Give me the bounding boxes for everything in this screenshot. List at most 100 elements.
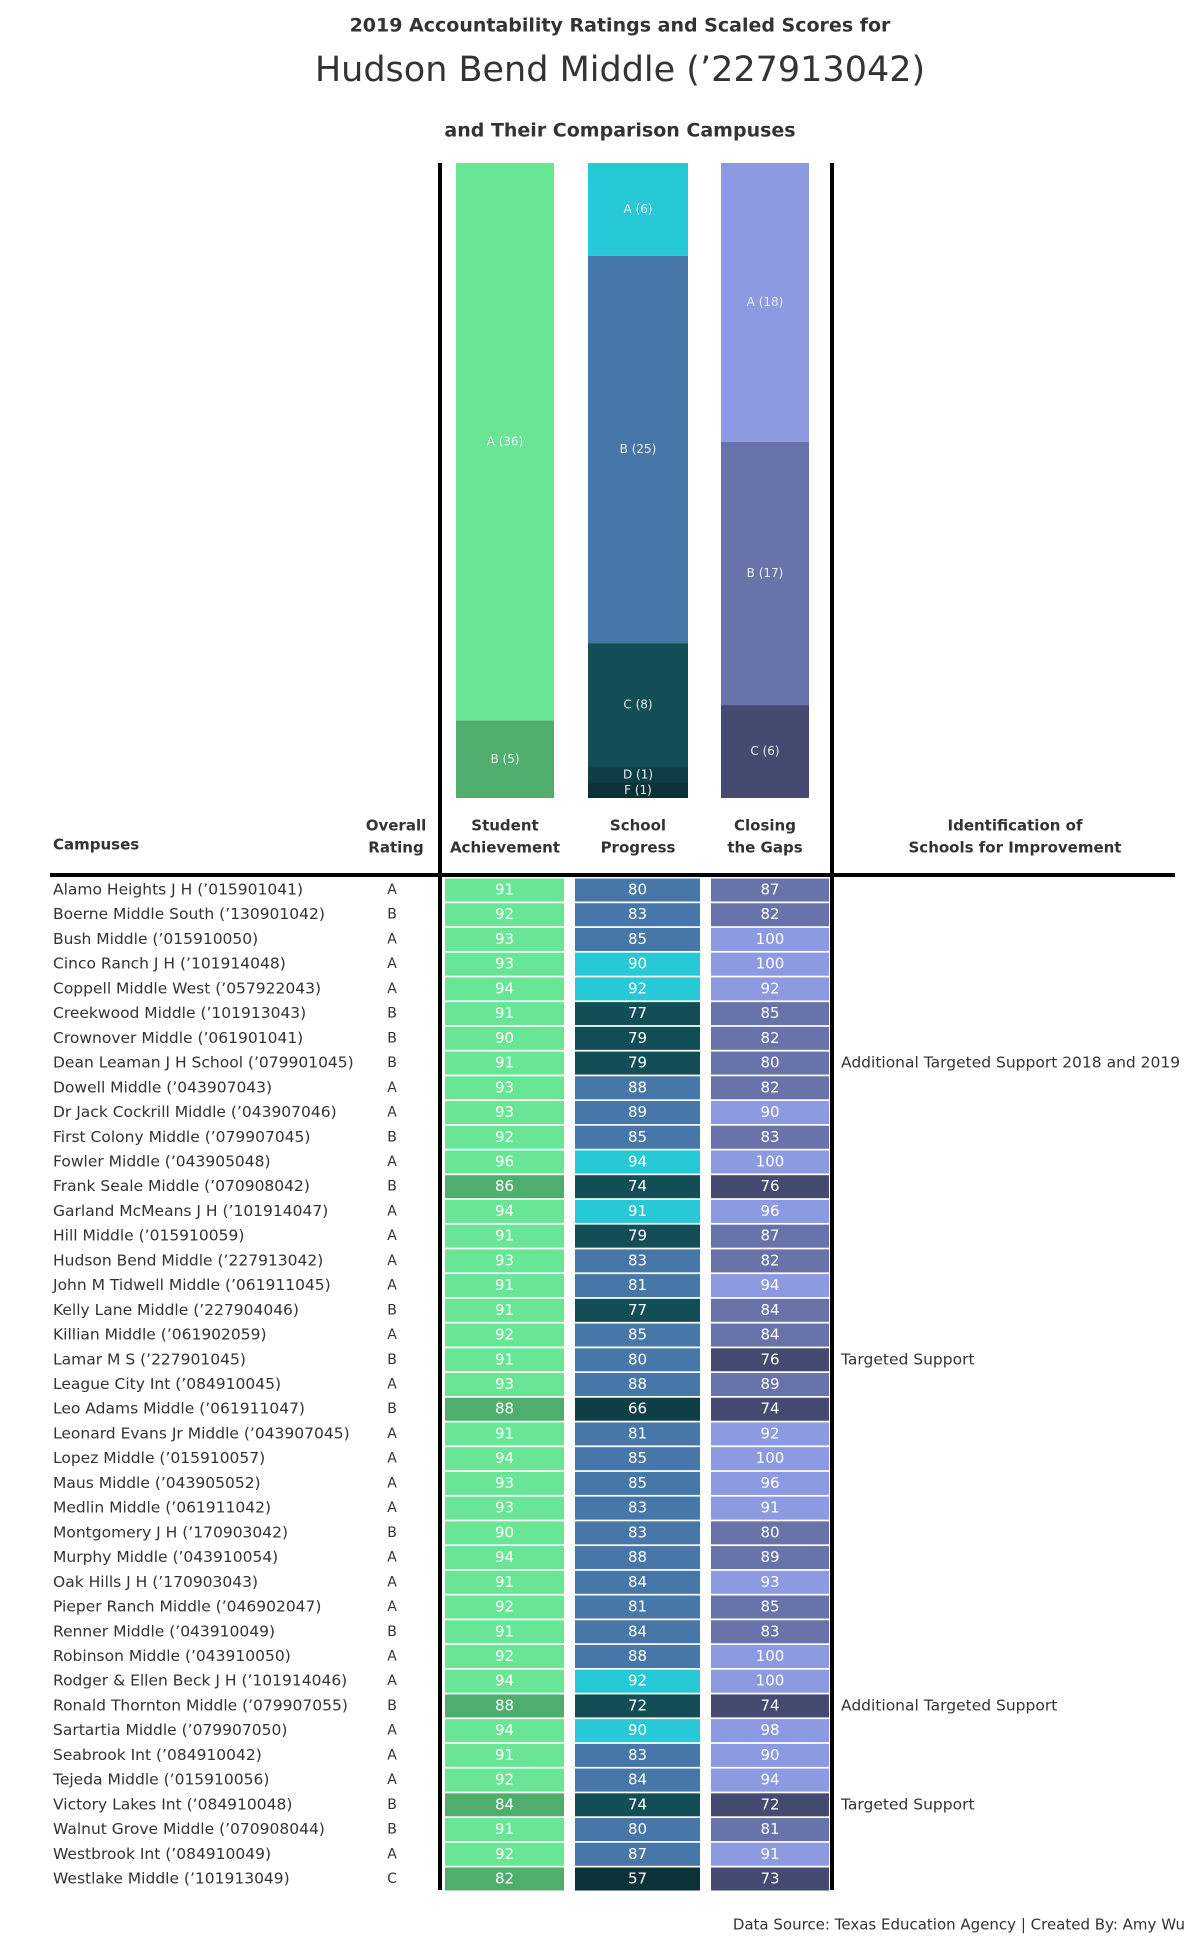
score-cell [575, 927, 700, 951]
overall-rating: A [387, 1673, 397, 1689]
campus-name: Boerne Middle South (’130901042) [53, 905, 325, 923]
bar-segment [588, 782, 688, 798]
bar-segment [588, 643, 688, 768]
score-cell [711, 1101, 829, 1125]
bar-segment [721, 441, 809, 706]
score-label: 91 [495, 1227, 514, 1245]
score-label: 94 [760, 1276, 779, 1294]
score-cell [575, 1274, 700, 1298]
score-cell [711, 1570, 829, 1594]
score-label: 83 [628, 905, 647, 923]
overall-rating: B [387, 1129, 397, 1145]
score-label: 94 [628, 1152, 647, 1170]
score-cell [575, 1719, 700, 1743]
score-cell [575, 1224, 700, 1248]
score-label: 94 [495, 1202, 514, 1220]
score-cell [575, 1793, 700, 1817]
score-label: 91 [495, 1350, 514, 1368]
score-cell [445, 1447, 564, 1471]
score-cell [711, 1274, 829, 1298]
column-header: Overall [366, 817, 427, 835]
score-cell [711, 1867, 829, 1891]
overall-rating: A [387, 956, 397, 972]
overall-rating: A [387, 1278, 397, 1294]
score-cell [445, 1471, 564, 1495]
score-cell [711, 1669, 829, 1693]
campus-name: Lamar M S (’227901045) [53, 1350, 246, 1368]
score-label: 90 [495, 1523, 514, 1541]
score-cell [445, 1199, 564, 1223]
title: 2019 Accountability Ratings and Scaled S… [350, 15, 891, 37]
score-cell [711, 1496, 829, 1520]
score-cell [445, 1101, 564, 1125]
score-cell [711, 1373, 829, 1396]
score-cell [445, 1644, 564, 1668]
score-label: 90 [760, 1103, 779, 1121]
campus-name: Walnut Grove Middle (’070908044) [53, 1820, 325, 1838]
score-cell [711, 977, 829, 1001]
score-label: 81 [628, 1276, 647, 1294]
score-label: 72 [760, 1795, 779, 1813]
column-header: Identification of [948, 817, 1083, 835]
score-cell [575, 1175, 700, 1199]
column-header: Closing [734, 817, 796, 835]
campus-name: Sartartia Middle (’079907050) [53, 1721, 287, 1739]
score-cell [575, 1546, 700, 1570]
score-label: 91 [495, 1301, 514, 1319]
score-label: 83 [760, 1622, 779, 1640]
score-label: 91 [495, 1424, 514, 1442]
score-cell [575, 1842, 700, 1866]
score-label: 80 [628, 1820, 647, 1838]
score-cell [575, 1026, 700, 1050]
score-label: 85 [760, 1598, 779, 1616]
score-cell [575, 1199, 700, 1223]
campus-name: John M Tidwell Middle (’061911045) [52, 1276, 331, 1294]
score-label: 98 [760, 1721, 779, 1739]
score-cell [445, 1620, 564, 1644]
score-cell [445, 1125, 564, 1149]
score-label: 76 [760, 1350, 779, 1368]
score-label: 93 [495, 1078, 514, 1096]
overall-rating: A [387, 1426, 397, 1442]
score-cell [575, 1150, 700, 1174]
column-header: Schools for Improvement [909, 839, 1122, 857]
overall-rating: A [387, 981, 397, 997]
score-label: 90 [628, 955, 647, 973]
score-cell [575, 1125, 700, 1149]
score-label: 80 [760, 1054, 779, 1072]
score-cell [711, 1076, 829, 1100]
score-cell [575, 1323, 700, 1347]
overall-rating: B [387, 1030, 397, 1046]
bar-segment [721, 705, 809, 798]
score-label: 88 [628, 1548, 647, 1566]
score-cell [445, 1076, 564, 1100]
score-label: 57 [628, 1870, 647, 1888]
score-cell [711, 903, 829, 927]
score-label: 80 [760, 1523, 779, 1541]
bar-label: B (17) [747, 566, 784, 580]
campus-name: Seabrook Int (’084910042) [53, 1746, 262, 1764]
campus-name: Leonard Evans Jr Middle (’043907045) [53, 1424, 350, 1442]
score-cell [445, 1274, 564, 1298]
score-label: 85 [628, 1326, 647, 1344]
score-label: 92 [495, 1128, 514, 1146]
score-label: 94 [760, 1771, 779, 1789]
bar-segment [456, 163, 554, 721]
score-cell [711, 1471, 829, 1495]
score-label: 91 [495, 1004, 514, 1022]
campus-name: First Colony Middle (’079907045) [53, 1128, 310, 1146]
score-label: 88 [628, 1375, 647, 1393]
score-label: 82 [495, 1870, 514, 1888]
overall-rating: B [387, 1302, 397, 1318]
score-cell [445, 952, 564, 976]
score-label: 74 [760, 1400, 779, 1418]
overall-rating: A [387, 1648, 397, 1664]
score-cell [575, 1694, 700, 1718]
campus-name: Dowell Middle (’043907043) [53, 1078, 272, 1096]
score-cell [445, 1175, 564, 1199]
overall-rating: A [387, 1772, 397, 1788]
campus-name: Kelly Lane Middle (’227904046) [53, 1301, 299, 1319]
score-label: 81 [760, 1820, 779, 1838]
score-cell [711, 1743, 829, 1767]
